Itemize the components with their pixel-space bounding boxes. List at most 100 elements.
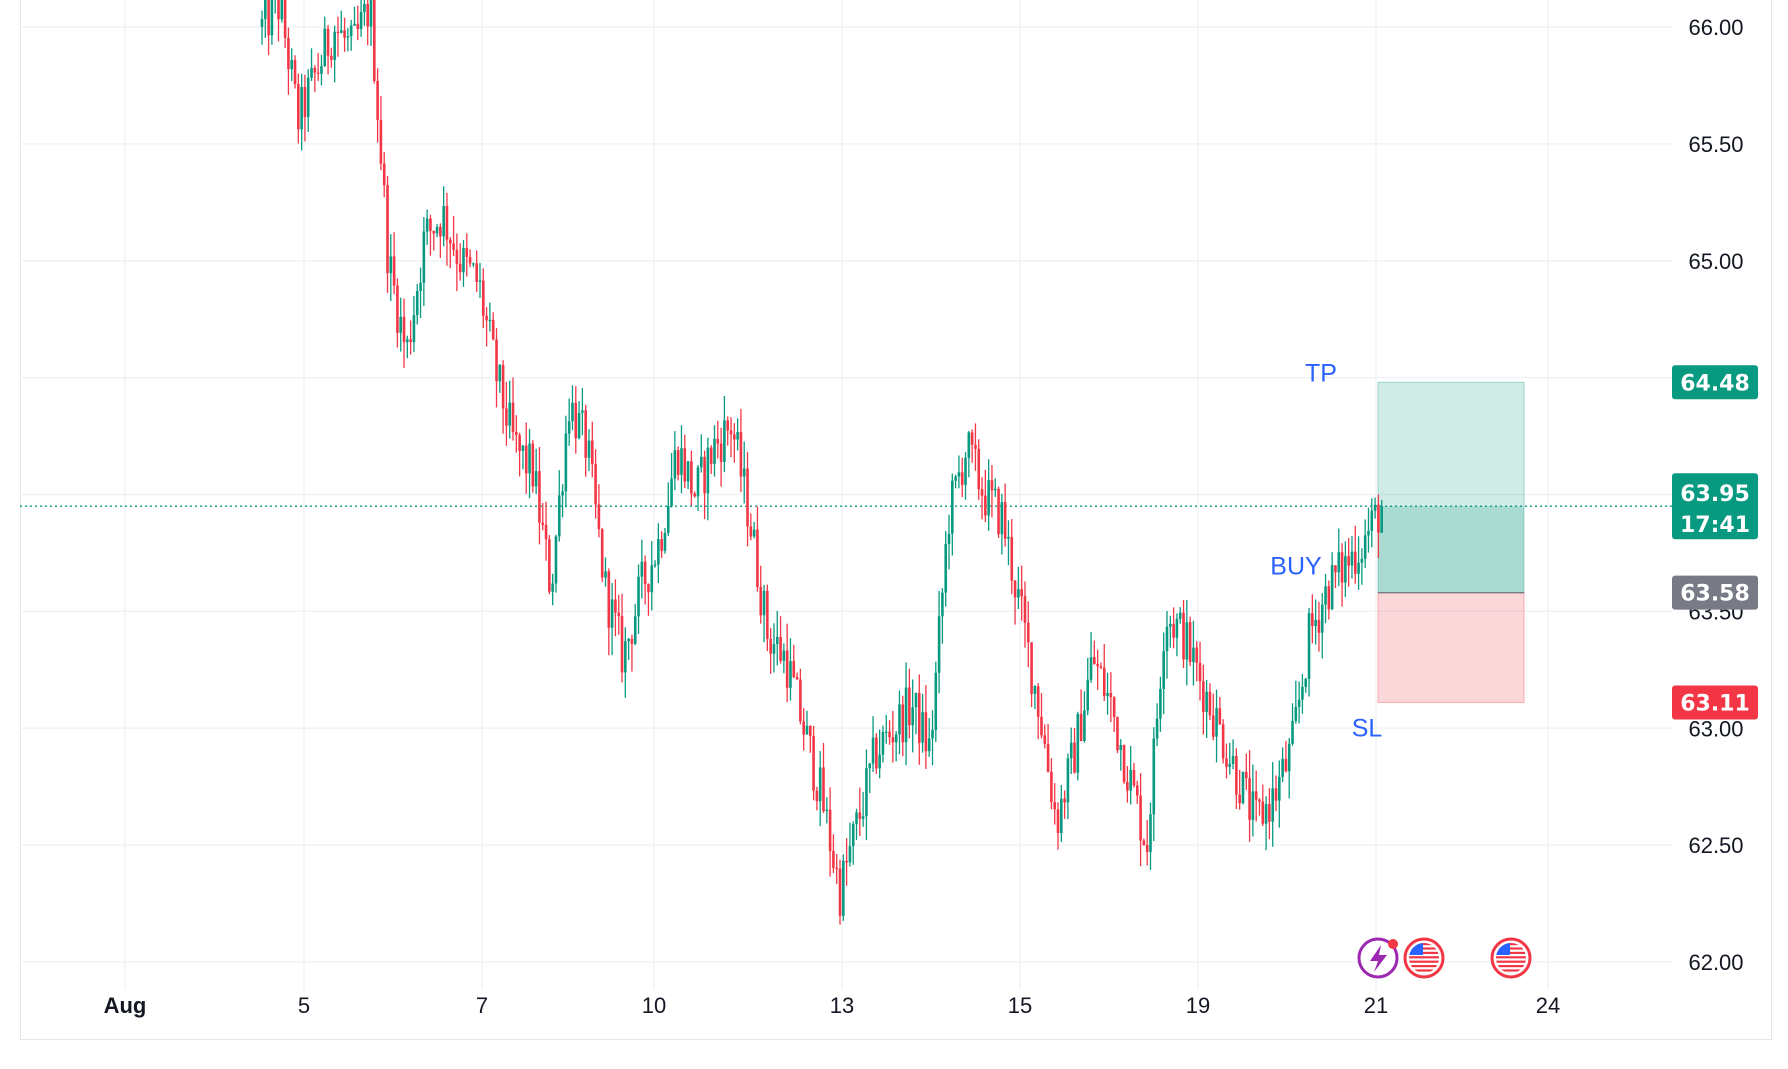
tp-label: TP: [1305, 359, 1337, 387]
candle: [891, 710, 895, 763]
candle-body: [947, 533, 951, 544]
candle-body: [663, 533, 667, 551]
candle: [1099, 662, 1103, 670]
candle-body: [1248, 778, 1251, 820]
candle: [571, 385, 574, 431]
lightning-event-icon[interactable]: [1357, 937, 1399, 979]
candle-body: [491, 319, 495, 340]
candle-body: [429, 218, 432, 231]
candle-body: [766, 590, 769, 639]
candle-body: [752, 529, 756, 537]
candle-body: [534, 471, 538, 487]
candle-body: [1007, 536, 1010, 539]
candle: [1122, 744, 1126, 784]
candle: [1056, 802, 1060, 850]
grid: [20, 0, 1672, 990]
candle-body: [264, 0, 267, 20]
candle: [1334, 565, 1337, 588]
candle-body: [379, 119, 383, 164]
candle: [901, 695, 905, 757]
candle-body: [1145, 845, 1149, 853]
us-flag-event-icon[interactable]: [1403, 937, 1445, 979]
candle-body: [620, 615, 624, 673]
candle-body: [1370, 510, 1374, 531]
candle: [967, 430, 971, 478]
candle: [997, 486, 1000, 539]
candle: [657, 523, 660, 583]
x-tick-label: 13: [830, 993, 854, 1018]
candle-body: [709, 447, 713, 464]
candle: [888, 720, 891, 745]
candle-body: [300, 87, 303, 130]
candle-body: [548, 539, 551, 592]
candle-body: [1159, 688, 1162, 719]
candle: [1093, 640, 1096, 665]
candle: [369, 0, 373, 46]
candle-body: [974, 444, 977, 449]
candle-body: [600, 529, 604, 578]
candle-body: [561, 491, 564, 496]
candle: [1010, 519, 1014, 595]
us-flag-event-icon[interactable]: [1490, 937, 1532, 979]
candle: [498, 364, 502, 393]
candle: [802, 708, 805, 751]
candle-body: [908, 687, 911, 726]
candle: [1112, 696, 1116, 732]
candle: [287, 27, 290, 95]
candle-body: [660, 539, 663, 551]
chart-frame[interactable]: [20, 0, 1772, 1040]
candle-body: [762, 590, 766, 616]
candle-body: [452, 243, 455, 250]
candle-body: [954, 476, 957, 481]
candle-body: [964, 457, 967, 485]
position-tool[interactable]: [1377, 381, 1525, 704]
candle-body: [1182, 612, 1185, 660]
candle-body: [1340, 552, 1344, 583]
candle-body: [495, 339, 498, 382]
candle: [1169, 615, 1172, 648]
candle-body: [1360, 558, 1364, 563]
candle: [785, 623, 789, 703]
candle-body: [1178, 612, 1182, 619]
candle: [1155, 703, 1159, 747]
entry-price-tag-bg: [1672, 575, 1758, 610]
candle: [990, 465, 994, 518]
candle-body: [1377, 504, 1380, 533]
y-tick-label: 62.00: [1688, 950, 1743, 975]
candle-body: [498, 364, 502, 382]
candle-body: [409, 339, 412, 343]
candle-body: [1311, 613, 1314, 627]
candle: [382, 152, 386, 198]
candle-body: [941, 592, 944, 617]
candle-body: [944, 543, 948, 593]
candle: [584, 404, 587, 477]
candle: [1060, 784, 1063, 842]
candle: [1069, 727, 1073, 775]
event-icons[interactable]: [1357, 937, 1532, 979]
candle: [1264, 796, 1268, 851]
candle: [914, 692, 918, 735]
x-axis[interactable]: Aug 5 7 10 13 15 19 21 24: [104, 993, 1561, 1018]
candle-body: [828, 809, 832, 852]
candle-body: [1327, 586, 1331, 610]
candle-body: [1169, 623, 1172, 627]
candle: [1119, 739, 1123, 771]
candle: [1083, 691, 1086, 743]
candle: [359, 0, 363, 37]
candle: [574, 386, 578, 454]
candle-body: [1142, 840, 1146, 846]
candle: [904, 662, 908, 766]
candle-body: [1320, 604, 1324, 633]
candle-body: [472, 263, 475, 265]
candle-body: [1106, 693, 1109, 696]
candle-body: [1023, 596, 1027, 623]
loss-zone[interactable]: [1377, 592, 1525, 704]
profit-zone[interactable]: [1377, 381, 1525, 594]
candle-body: [1317, 619, 1321, 633]
candle: [1231, 739, 1235, 770]
sl-price-tag: 63.11: [1672, 685, 1758, 720]
candle: [808, 725, 812, 753]
candle-body: [1093, 657, 1096, 664]
